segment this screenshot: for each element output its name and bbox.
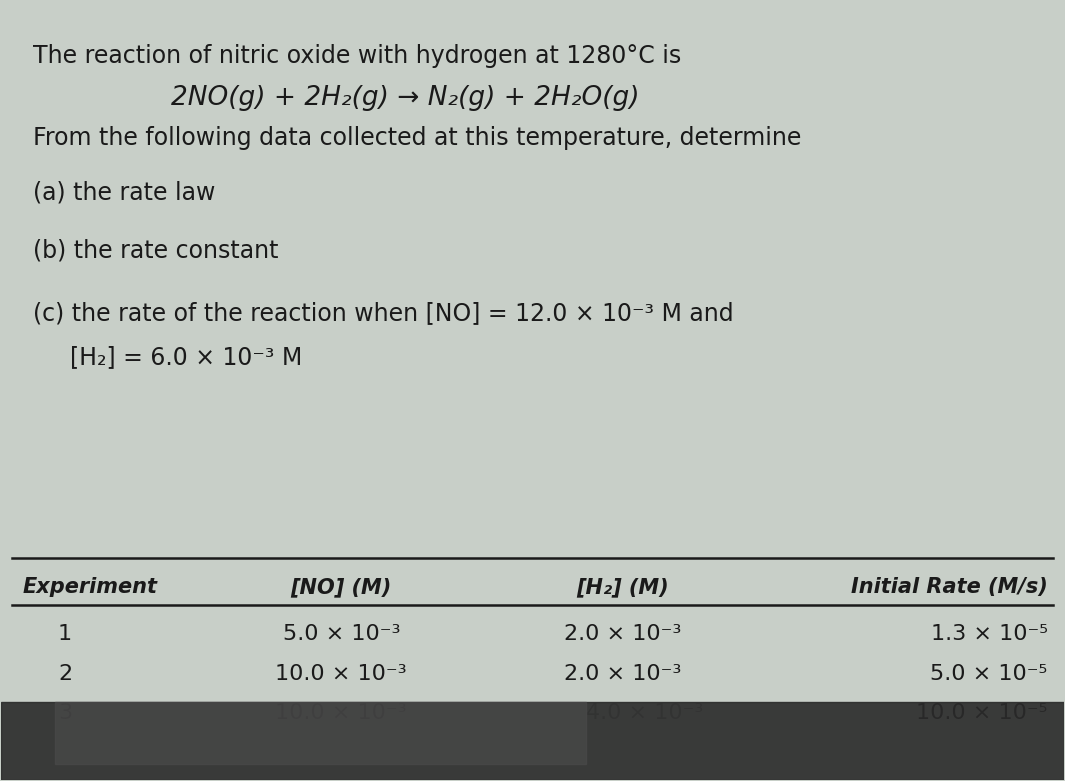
Text: (b) the rate constant: (b) the rate constant <box>33 239 279 262</box>
Bar <box>54 702 586 764</box>
Text: 10.0 × 10⁻³: 10.0 × 10⁻³ <box>276 665 407 684</box>
Text: 3: 3 <box>59 704 72 723</box>
Text: (c) the rate of the reaction when [NO] = 12.0 × 10⁻³ M and: (c) the rate of the reaction when [NO] =… <box>33 301 734 325</box>
Text: 2: 2 <box>59 665 72 684</box>
Text: From the following data collected at this temperature, determine: From the following data collected at thi… <box>33 126 802 150</box>
Text: Initial Rate (M/s): Initial Rate (M/s) <box>851 577 1048 597</box>
Text: [H₂] = 6.0 × 10⁻³ M: [H₂] = 6.0 × 10⁻³ M <box>70 345 302 369</box>
Text: [NO] (M): [NO] (M) <box>291 577 392 597</box>
Text: 2.0 × 10⁻³: 2.0 × 10⁻³ <box>564 665 682 684</box>
Text: Experiment: Experiment <box>22 577 158 597</box>
Text: 10.0 × 10⁻⁵: 10.0 × 10⁻⁵ <box>916 704 1048 723</box>
Text: 5.0 × 10⁻³: 5.0 × 10⁻³ <box>282 624 400 644</box>
Text: 2.0 × 10⁻³: 2.0 × 10⁻³ <box>564 624 682 644</box>
Text: 1: 1 <box>59 624 72 644</box>
Text: [H₂] (M): [H₂] (M) <box>576 577 669 597</box>
Text: 4.0 × 10⁻³: 4.0 × 10⁻³ <box>586 704 703 723</box>
Text: (a) the rate law: (a) the rate law <box>33 180 215 205</box>
Text: 2NO(g) + 2H₂(g) → N₂(g) + 2H₂O(g): 2NO(g) + 2H₂(g) → N₂(g) + 2H₂O(g) <box>170 84 639 111</box>
Text: 1.3 × 10⁻⁵: 1.3 × 10⁻⁵ <box>931 624 1048 644</box>
Text: 5.0 × 10⁻⁵: 5.0 × 10⁻⁵ <box>931 665 1048 684</box>
Text: The reaction of nitric oxide with hydrogen at 1280°C is: The reaction of nitric oxide with hydrog… <box>33 45 682 68</box>
Text: 10.0 × 10⁻³: 10.0 × 10⁻³ <box>276 704 407 723</box>
